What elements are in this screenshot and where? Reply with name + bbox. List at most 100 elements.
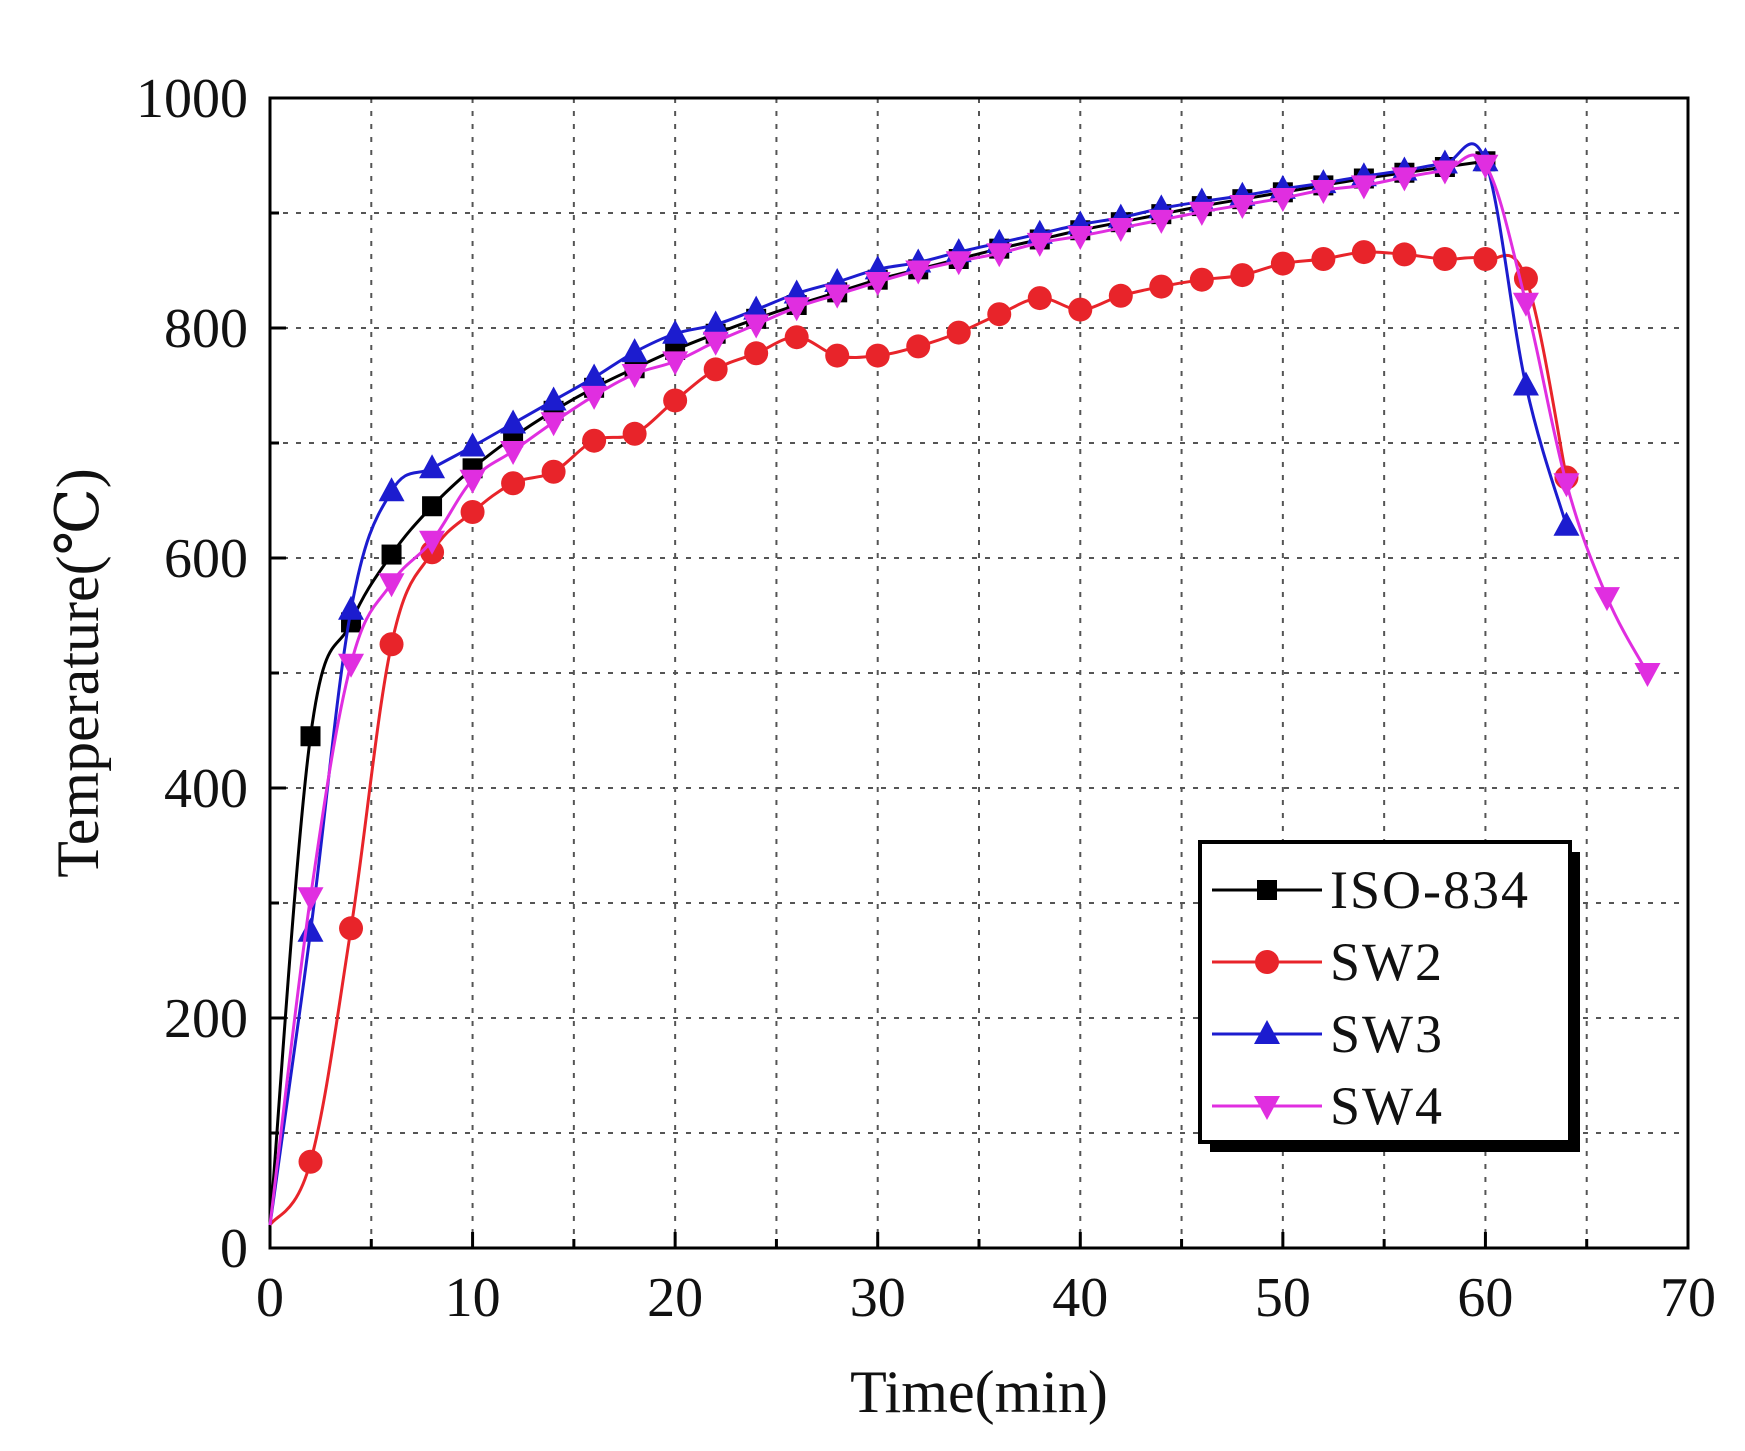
legend-marker-sw4 bbox=[1254, 1096, 1280, 1120]
data-point-sw2 bbox=[987, 302, 1012, 327]
data-point-sw2 bbox=[744, 341, 769, 366]
data-point-sw2 bbox=[501, 471, 526, 496]
data-point-sw4 bbox=[1431, 160, 1458, 185]
data-point-sw4 bbox=[621, 364, 648, 388]
data-point-sw2 bbox=[298, 1149, 323, 1174]
data-point-sw4 bbox=[1350, 175, 1377, 200]
data-point-sw3 bbox=[1512, 371, 1539, 396]
data-point-sw2 bbox=[1027, 286, 1052, 311]
data-point-sw2 bbox=[1068, 297, 1093, 322]
series-line-sw3 bbox=[268, 142, 1568, 1226]
data-point-sw2 bbox=[460, 500, 485, 524]
legend-entry-iso-834: ISO-834 bbox=[1212, 860, 1530, 920]
x-tick-label: 60 bbox=[1457, 1267, 1513, 1329]
series-lines bbox=[268, 142, 1661, 1226]
data-point-iso-834 bbox=[300, 726, 321, 747]
data-point-sw4 bbox=[824, 284, 851, 309]
data-point-sw2 bbox=[1311, 247, 1336, 271]
y-tick-label: 600 bbox=[164, 528, 248, 590]
data-point-sw3 bbox=[581, 363, 608, 388]
data-point-sw4 bbox=[297, 887, 324, 912]
data-point-sw4 bbox=[986, 243, 1013, 268]
data-point-sw2 bbox=[622, 421, 647, 446]
data-point-sw4 bbox=[702, 331, 729, 356]
data-point-sw2 bbox=[1230, 263, 1255, 288]
data-point-sw2 bbox=[582, 428, 607, 453]
legend-marker-sw2 bbox=[1255, 950, 1279, 974]
data-point-sw2 bbox=[946, 320, 971, 345]
data-point-sw3 bbox=[297, 917, 324, 942]
data-point-sw2 bbox=[1432, 247, 1457, 271]
data-point-sw3 bbox=[378, 477, 405, 502]
data-point-sw4 bbox=[419, 530, 446, 555]
data-point-sw2 bbox=[1108, 283, 1133, 308]
data-point-sw2 bbox=[906, 334, 931, 359]
legend-label-iso-834: ISO-834 bbox=[1330, 860, 1530, 920]
data-point-sw2 bbox=[703, 357, 728, 382]
data-point-sw3 bbox=[743, 295, 770, 320]
legend-label-sw2: SW2 bbox=[1330, 932, 1444, 992]
data-point-sw2 bbox=[784, 325, 809, 350]
data-point-sw2 bbox=[663, 388, 688, 413]
x-tick-label: 30 bbox=[850, 1267, 906, 1329]
data-point-sw4 bbox=[783, 297, 810, 322]
y-tick-label: 1000 bbox=[136, 68, 248, 130]
data-point-iso-834 bbox=[381, 544, 402, 565]
y-axis-label: Temperature(℃) bbox=[45, 468, 111, 877]
data-point-sw4 bbox=[662, 351, 689, 376]
data-point-sw4 bbox=[378, 573, 405, 598]
data-point-sw4 bbox=[1269, 188, 1296, 213]
data-point-sw4 bbox=[1229, 194, 1256, 219]
data-point-sw4 bbox=[540, 412, 567, 437]
data-point-sw3 bbox=[500, 409, 527, 434]
data-point-sw4 bbox=[905, 260, 932, 285]
data-point-sw4 bbox=[1512, 292, 1539, 317]
y-tick-label: 400 bbox=[164, 758, 248, 820]
data-point-sw4 bbox=[1634, 663, 1661, 687]
data-point-sw2 bbox=[865, 343, 890, 368]
legend-entry-sw4: SW4 bbox=[1212, 1076, 1442, 1136]
data-point-sw2 bbox=[1473, 247, 1498, 271]
data-point-sw4 bbox=[1188, 201, 1215, 226]
data-point-sw3 bbox=[702, 310, 729, 335]
data-point-sw2 bbox=[541, 459, 566, 484]
data-point-sw4 bbox=[1310, 180, 1337, 204]
data-point-sw2 bbox=[379, 632, 404, 657]
data-point-sw2 bbox=[1270, 251, 1295, 276]
x-tick-label: 0 bbox=[256, 1267, 284, 1329]
axis-ticks: 0 10 20 30 40 50 60 70 0 200 400 600 800 1000 bbox=[136, 68, 1716, 1329]
legend-marker-sw3 bbox=[1254, 1020, 1280, 1044]
data-point-sw2 bbox=[339, 916, 364, 941]
x-tick-label: 40 bbox=[1052, 1267, 1108, 1329]
legend-marker-iso-834 bbox=[1257, 880, 1277, 900]
data-point-sw2 bbox=[1189, 267, 1214, 292]
x-tick-label: 50 bbox=[1255, 1267, 1311, 1329]
data-point-sw2 bbox=[1149, 274, 1174, 299]
data-point-sw4 bbox=[1107, 217, 1134, 242]
series-sw4 bbox=[268, 153, 1661, 1226]
data-point-sw3 bbox=[540, 386, 567, 411]
legend-label-sw3: SW3 bbox=[1330, 1004, 1444, 1064]
x-tick-label: 10 bbox=[445, 1267, 501, 1329]
data-point-iso-834 bbox=[422, 496, 443, 517]
y-tick-label: 200 bbox=[164, 988, 248, 1050]
y-tick-label: 0 bbox=[220, 1218, 248, 1280]
data-point-sw4 bbox=[1553, 473, 1580, 498]
legend-entry-sw2: SW2 bbox=[1212, 932, 1444, 992]
data-point-sw4 bbox=[1148, 209, 1175, 234]
data-point-sw4 bbox=[1391, 167, 1418, 192]
data-point-sw4 bbox=[1593, 587, 1620, 612]
x-axis-label: Time(min) bbox=[850, 1359, 1108, 1425]
data-point-sw4 bbox=[459, 469, 486, 494]
data-point-sw3 bbox=[1553, 511, 1580, 536]
data-point-sw4 bbox=[500, 441, 527, 466]
data-point-sw4 bbox=[864, 272, 891, 296]
data-point-sw3 bbox=[338, 595, 365, 620]
x-tick-label: 70 bbox=[1660, 1267, 1716, 1329]
data-point-sw4 bbox=[743, 314, 770, 339]
data-point-sw3 bbox=[419, 454, 446, 479]
data-point-sw4 bbox=[945, 251, 972, 276]
data-point-sw4 bbox=[338, 653, 365, 678]
data-point-sw2 bbox=[1351, 240, 1376, 265]
